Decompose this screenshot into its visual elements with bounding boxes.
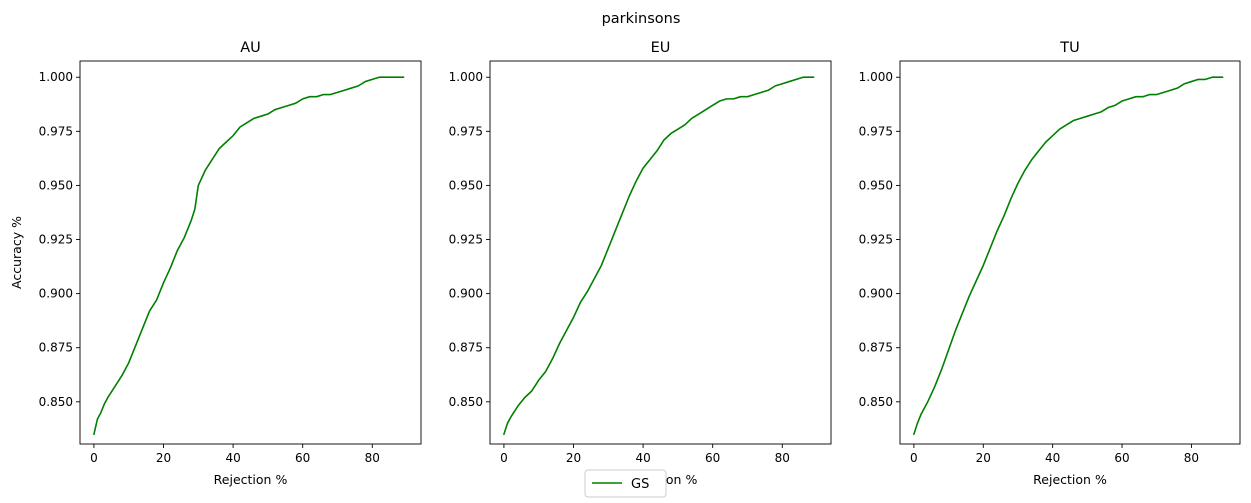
legend-frame <box>584 469 667 498</box>
legend-label-gs: GS <box>631 477 649 492</box>
y-tick-label: 0.950 <box>39 178 73 192</box>
x-tick-label: 0 <box>910 451 918 465</box>
y-tick-label: 0.875 <box>449 341 483 355</box>
axes-frame <box>79 60 422 445</box>
x-tick-label: 40 <box>225 451 240 465</box>
x-axis-label: Rejection % <box>1033 472 1107 487</box>
y-tick-label: 0.975 <box>859 124 893 138</box>
series-line-gs <box>913 76 1224 436</box>
subplot-title: AU <box>240 40 261 56</box>
y-tick-label: 0.850 <box>859 395 893 409</box>
x-tick-label: 80 <box>365 451 380 465</box>
series-line-gs <box>503 76 815 436</box>
y-tick-label: 0.900 <box>859 287 893 301</box>
y-tick-label: 1.000 <box>39 70 73 84</box>
y-axis-label: Accuracy % <box>9 216 24 289</box>
x-tick-label: 60 <box>295 451 310 465</box>
x-tick-label: 20 <box>976 451 991 465</box>
y-tick-label: 0.950 <box>449 178 483 192</box>
axes-frame <box>489 60 832 445</box>
subplot-title: EU <box>651 40 671 56</box>
subplot-au: AU 0 20 40 60 80 0.850 0.875 0.900 0.925 0.950 0.97… <box>9 40 422 487</box>
y-tick-label: 0.850 <box>39 395 73 409</box>
y-tick-label: 1.000 <box>859 70 893 84</box>
subplot-panels: AU 0 20 40 60 80 0.850 0.875 0.900 0.925 0.950 0.97… <box>9 40 1241 487</box>
x-tick-label: 40 <box>1045 451 1060 465</box>
y-tick-label: 0.900 <box>449 287 483 301</box>
x-tick-label: 80 <box>775 451 790 465</box>
legend: GS <box>584 469 667 498</box>
y-tick-label: 0.925 <box>39 233 73 247</box>
x-axis-label: Rejection % <box>214 472 288 487</box>
subplot-eu: EU 0 20 40 60 80 0.850 0.875 0.900 0.925 0.950 0.97… <box>449 40 832 487</box>
x-tick-label: 60 <box>1114 451 1129 465</box>
y-tick-label: 1.000 <box>449 70 483 84</box>
x-tick-label: 0 <box>500 451 508 465</box>
subplot-tu: TU 0 20 40 60 80 0.850 0.875 0.900 0.925 0.950 0.97… <box>859 40 1241 487</box>
y-tick-label: 0.975 <box>39 124 73 138</box>
y-tick-label: 0.875 <box>859 341 893 355</box>
y-tick-label: 0.875 <box>39 341 73 355</box>
x-tick-label: 20 <box>566 451 581 465</box>
x-tick-label: 0 <box>90 451 98 465</box>
subplot-title: TU <box>1059 40 1079 56</box>
axes-frame <box>899 60 1241 445</box>
y-tick-label: 0.925 <box>859 233 893 247</box>
x-tick-label: 60 <box>705 451 720 465</box>
y-tick-label: 0.950 <box>859 178 893 192</box>
x-tick-label: 20 <box>156 451 171 465</box>
y-tick-label: 0.925 <box>449 233 483 247</box>
series-line-gs <box>93 76 405 436</box>
figure-suptitle: parkinsons <box>602 11 681 27</box>
y-tick-label: 0.975 <box>449 124 483 138</box>
x-tick-label: 40 <box>635 451 650 465</box>
x-tick-label: 80 <box>1184 451 1199 465</box>
y-tick-label: 0.900 <box>39 287 73 301</box>
y-tick-label: 0.850 <box>449 395 483 409</box>
